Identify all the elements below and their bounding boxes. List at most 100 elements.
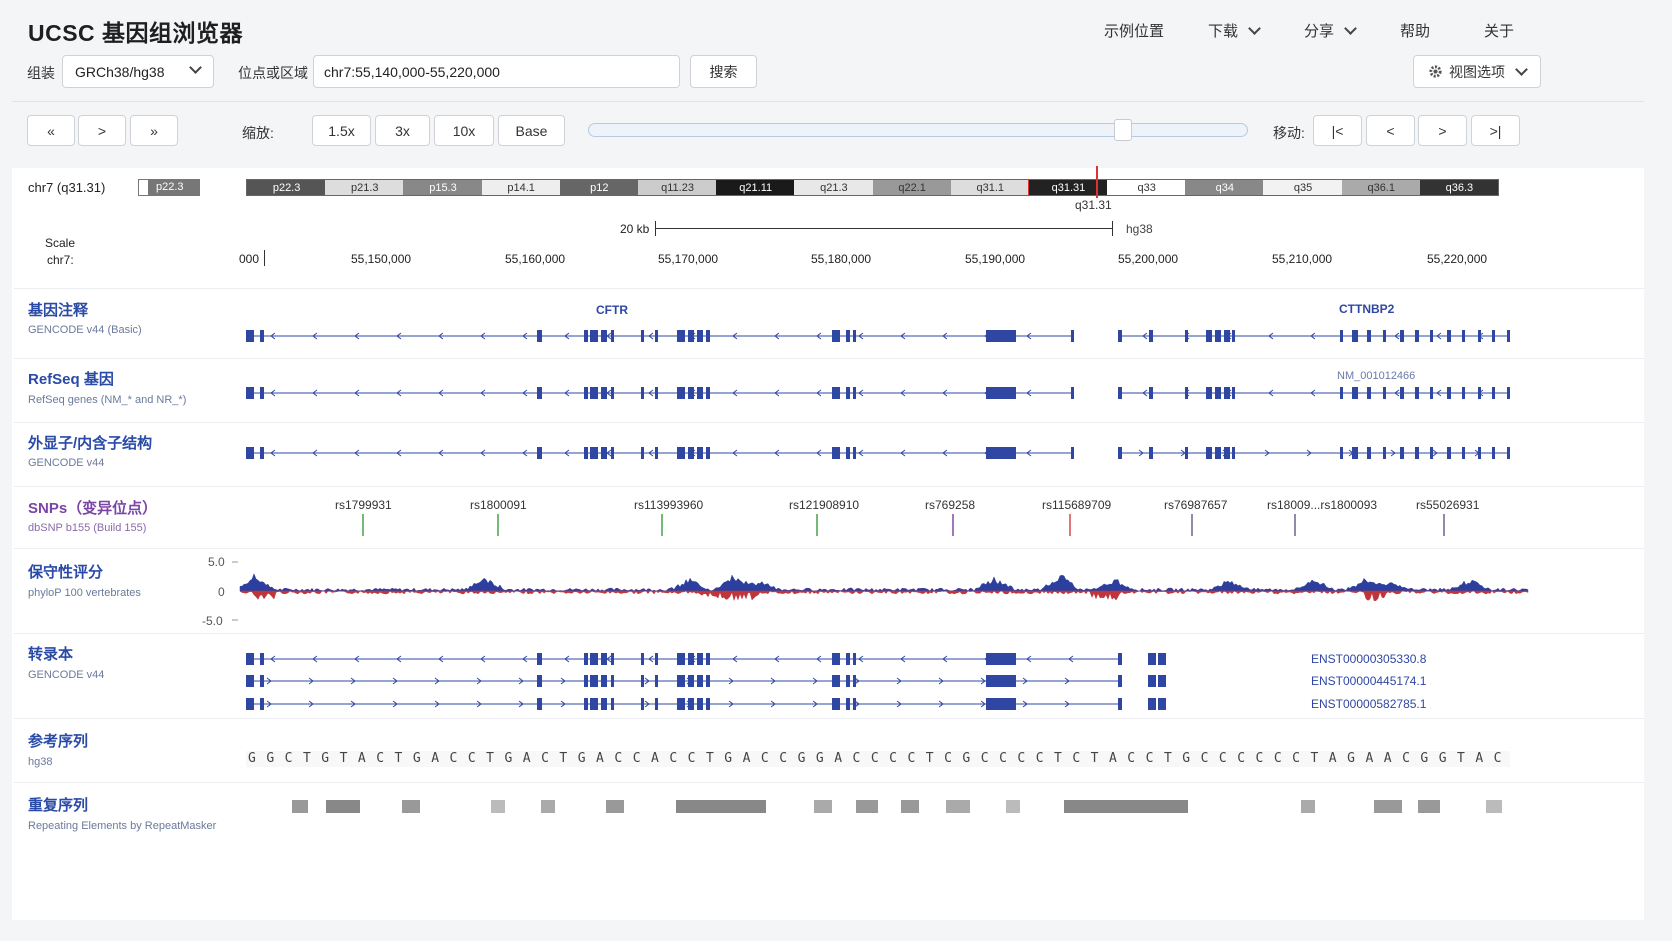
transcript-id[interactable]: ENST00000445174.1 bbox=[1311, 674, 1427, 688]
transcript-model-strand-arrow bbox=[396, 655, 402, 663]
ideogram-band[interactable]: q36.1 bbox=[1341, 180, 1421, 195]
ideogram-band[interactable]: q35 bbox=[1263, 180, 1343, 195]
nav-about[interactable]: 关于 bbox=[1484, 20, 1514, 41]
transcript-model-strand-arrow bbox=[770, 677, 776, 685]
move-start-button[interactable]: |< bbox=[1313, 115, 1362, 146]
exon-structure-strand-arrow bbox=[648, 449, 654, 457]
track-exons-title[interactable]: 外显子/内含子结构 bbox=[28, 435, 153, 452]
ideogram-band[interactable]: q21.11 bbox=[716, 180, 796, 195]
ideogram-band[interactable]: q33 bbox=[1107, 180, 1187, 195]
exon-structure-exon bbox=[641, 447, 644, 459]
repeat-element[interactable] bbox=[814, 800, 832, 813]
zoom-10x-button[interactable]: 10x bbox=[434, 115, 494, 146]
repeat-element[interactable] bbox=[856, 800, 878, 813]
base-letter: C bbox=[1145, 751, 1154, 766]
nav-right-button[interactable]: > bbox=[78, 115, 126, 146]
track-genes-sub: GENCODE v44 (Basic) bbox=[28, 324, 142, 336]
track-repeats-title[interactable]: 重复序列 bbox=[28, 797, 89, 814]
transcript-model-exon bbox=[655, 653, 658, 665]
repeat-element[interactable] bbox=[946, 800, 970, 813]
track-refseq-title[interactable]: RefSeq 基因 bbox=[28, 371, 114, 388]
nav-examples[interactable]: 示例位置 bbox=[1104, 20, 1164, 41]
nav-share[interactable]: 分享 bbox=[1304, 20, 1357, 41]
ideogram-band[interactable]: p12 bbox=[559, 180, 639, 195]
refseq-gene-2-exon bbox=[1215, 387, 1221, 399]
toolbar-divider bbox=[12, 101, 1644, 102]
repeat-element[interactable] bbox=[606, 800, 624, 813]
ideogram-band[interactable]: q31.31 bbox=[1027, 180, 1110, 195]
repeat-element[interactable] bbox=[676, 800, 766, 813]
transcript-model-exon bbox=[590, 653, 598, 665]
track-refseq-seq-title[interactable]: 参考序列 bbox=[28, 733, 89, 750]
ideogram-band[interactable]: q22.1 bbox=[872, 180, 952, 195]
gencode-cftr-strand-arrow bbox=[354, 332, 360, 340]
base-letter: G bbox=[1347, 751, 1355, 766]
ideogram-band[interactable]: p15.3 bbox=[403, 180, 483, 195]
repeat-element[interactable] bbox=[326, 800, 360, 813]
search-button[interactable]: 搜索 bbox=[690, 55, 757, 88]
move-right-button[interactable]: > bbox=[1418, 115, 1467, 146]
base-letter: C bbox=[449, 751, 458, 766]
repeat-element[interactable] bbox=[901, 800, 919, 813]
zoom-1-5x-button[interactable]: 1.5x bbox=[312, 115, 371, 146]
exon-structure-exon bbox=[1071, 447, 1074, 459]
transcript-model-strand-arrow bbox=[728, 700, 734, 708]
track-snps-title[interactable]: SNPs（变异位点） bbox=[28, 500, 158, 517]
repeat-element[interactable] bbox=[1374, 800, 1402, 813]
exon-structure-exon bbox=[655, 447, 658, 459]
zoom-3x-button[interactable]: 3x bbox=[375, 115, 430, 146]
refseq-gene-2-exon bbox=[1492, 387, 1495, 399]
ideogram-band[interactable]: p22.3 bbox=[247, 180, 327, 195]
ideogram-band[interactable]: q34 bbox=[1185, 180, 1265, 195]
refseq-label[interactable]: NM_001012466 bbox=[1337, 370, 1416, 382]
track-conservation-title[interactable]: 保守性评分 bbox=[28, 564, 104, 581]
base-letter: T bbox=[1457, 751, 1465, 766]
ideogram-band[interactable]: q31.1 bbox=[950, 180, 1030, 195]
ideogram[interactable]: p22.3 p21.3 p15.3 p14.1 p12 q11.23 q21.11 q21.3… bbox=[246, 179, 1499, 196]
track-transcripts-title[interactable]: 转录本 bbox=[28, 646, 74, 663]
repeat-element[interactable] bbox=[541, 800, 555, 813]
repeat-element[interactable] bbox=[1301, 800, 1315, 813]
transcript-id[interactable]: ENST00000582785.1 bbox=[1311, 697, 1427, 711]
zoom-base-button[interactable]: Base bbox=[498, 115, 565, 146]
gene-label-cttnbp2[interactable]: CTTNBP2 bbox=[1339, 302, 1395, 316]
nav-download[interactable]: 下载 bbox=[1208, 20, 1261, 41]
repeat-element[interactable] bbox=[1064, 800, 1188, 813]
move-left-button[interactable]: < bbox=[1366, 115, 1415, 146]
exon-structure-2-exon bbox=[1367, 447, 1371, 459]
repeat-element[interactable] bbox=[1486, 800, 1502, 813]
ideogram-band[interactable]: q36.3 bbox=[1419, 180, 1498, 195]
repeat-element[interactable] bbox=[491, 800, 505, 813]
assembly-select[interactable]: GRCh38/hg38 bbox=[62, 55, 214, 88]
ideogram-band[interactable]: q11.23 bbox=[637, 180, 718, 195]
repeats-track[interactable] bbox=[246, 800, 1510, 814]
transcript-id[interactable]: ENST00000305330.8 bbox=[1311, 652, 1427, 666]
gene-label-cftr[interactable]: CFTR bbox=[596, 303, 628, 317]
track-separator bbox=[14, 486, 1644, 487]
position-input[interactable]: chr7:55,140,000-55,220,000 bbox=[313, 55, 680, 88]
repeat-element[interactable] bbox=[1006, 800, 1020, 813]
repeat-element[interactable] bbox=[402, 800, 420, 813]
refseq-gene-strand-arrow bbox=[396, 389, 402, 397]
track-genes-title[interactable]: 基因注释 bbox=[28, 302, 89, 319]
repeat-element[interactable] bbox=[1418, 800, 1440, 813]
repeat-element[interactable] bbox=[292, 800, 308, 813]
ideogram-band[interactable]: q21.3 bbox=[794, 180, 874, 195]
transcript-model-exon bbox=[601, 675, 607, 687]
view-options-button[interactable]: 视图选项 bbox=[1413, 55, 1541, 88]
base-letter: A bbox=[834, 751, 843, 766]
ideogram-band[interactable]: p14.1 bbox=[481, 180, 561, 195]
zoom-base-label: Base bbox=[515, 122, 548, 139]
gencode-cftr-exon bbox=[601, 330, 607, 342]
move-end-button[interactable]: >| bbox=[1471, 115, 1520, 146]
exon-structure-strand-arrow bbox=[270, 449, 276, 457]
zoom-slider-thumb[interactable] bbox=[1113, 119, 1132, 141]
nav-far-right-button[interactable]: » bbox=[130, 115, 178, 146]
gencode-cftr-exon bbox=[853, 330, 856, 342]
zoom-slider-track[interactable] bbox=[588, 119, 1248, 141]
ideogram-band[interactable]: p21.3 bbox=[325, 180, 405, 195]
nav-help[interactable]: 帮助 bbox=[1400, 20, 1430, 41]
base-letter: C bbox=[376, 751, 385, 766]
nav-far-left-button[interactable]: « bbox=[27, 115, 75, 146]
